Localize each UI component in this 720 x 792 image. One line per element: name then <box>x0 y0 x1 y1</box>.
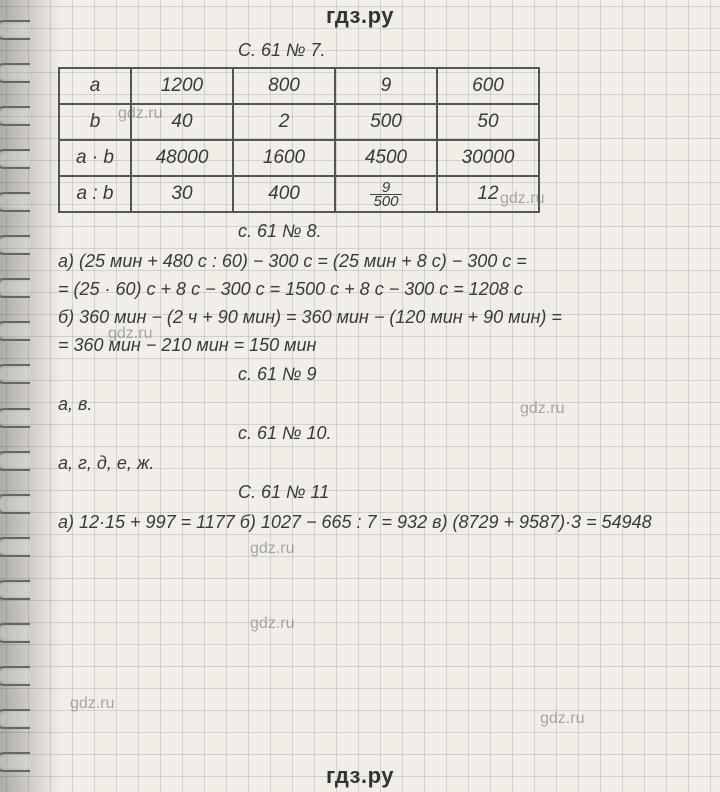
work-line: а) (25 мин + 480 с : 60) − 300 с = (25 м… <box>58 248 696 274</box>
table-row-label: a <box>59 68 131 104</box>
table-cell: 1200 <box>131 68 233 104</box>
section-9-title: с. 61 № 9 <box>238 364 696 385</box>
section-10-title: с. 61 № 10. <box>238 423 696 444</box>
table-row-label: a : b <box>59 176 131 212</box>
table-cell: 30 <box>131 176 233 212</box>
section-11-answer: а) 12·15 + 997 = 1177 б) 1027 − 665 : 7 … <box>58 509 696 535</box>
brand-bottom: гдз.ру <box>0 763 720 789</box>
table-cell: 30000 <box>437 140 539 176</box>
work-line: = (25 · 60) с + 8 с − 300 с = 1500 с + 8… <box>58 276 696 302</box>
table-cell: 400 <box>233 176 335 212</box>
section-9-answer: а, в. <box>58 391 696 417</box>
section-11-title: С. 61 № 11 <box>238 482 696 503</box>
brand-top: гдз.ру <box>0 3 720 29</box>
work-line: б) 360 мин − (2 ч + 90 мин) = 360 мин − … <box>58 304 696 330</box>
table-cell: 4500 <box>335 140 437 176</box>
table-cell: 2 <box>233 104 335 140</box>
table-cell: 40 <box>131 104 233 140</box>
table-cell: 48000 <box>131 140 233 176</box>
table-cell: 9500 <box>335 176 437 212</box>
table-row-label: a · b <box>59 140 131 176</box>
section-8-work: а) (25 мин + 480 с : 60) − 300 с = (25 м… <box>58 248 696 358</box>
section-7-title: С. 61 № 7. <box>238 40 696 61</box>
table-row-label: b <box>59 104 131 140</box>
work-line: = 360 мин − 210 мин = 150 мин <box>58 332 696 358</box>
table-cell: 1600 <box>233 140 335 176</box>
section-7-table: a12008009600b40250050a · b48000160045003… <box>58 67 540 213</box>
table-cell: 800 <box>233 68 335 104</box>
page-content: С. 61 № 7. a12008009600 b40250050 a · b480… <box>58 34 696 758</box>
table-cell: 600 <box>437 68 539 104</box>
table-cell: 9 <box>335 68 437 104</box>
table-cell: 50 <box>437 104 539 140</box>
section-8-title: с. 61 № 8. <box>238 221 696 242</box>
table-cell: 500 <box>335 104 437 140</box>
table-cell: 12 <box>437 176 539 212</box>
spiral-binding <box>0 0 30 792</box>
section-10-answer: а, г, д, е, ж. <box>58 450 696 476</box>
